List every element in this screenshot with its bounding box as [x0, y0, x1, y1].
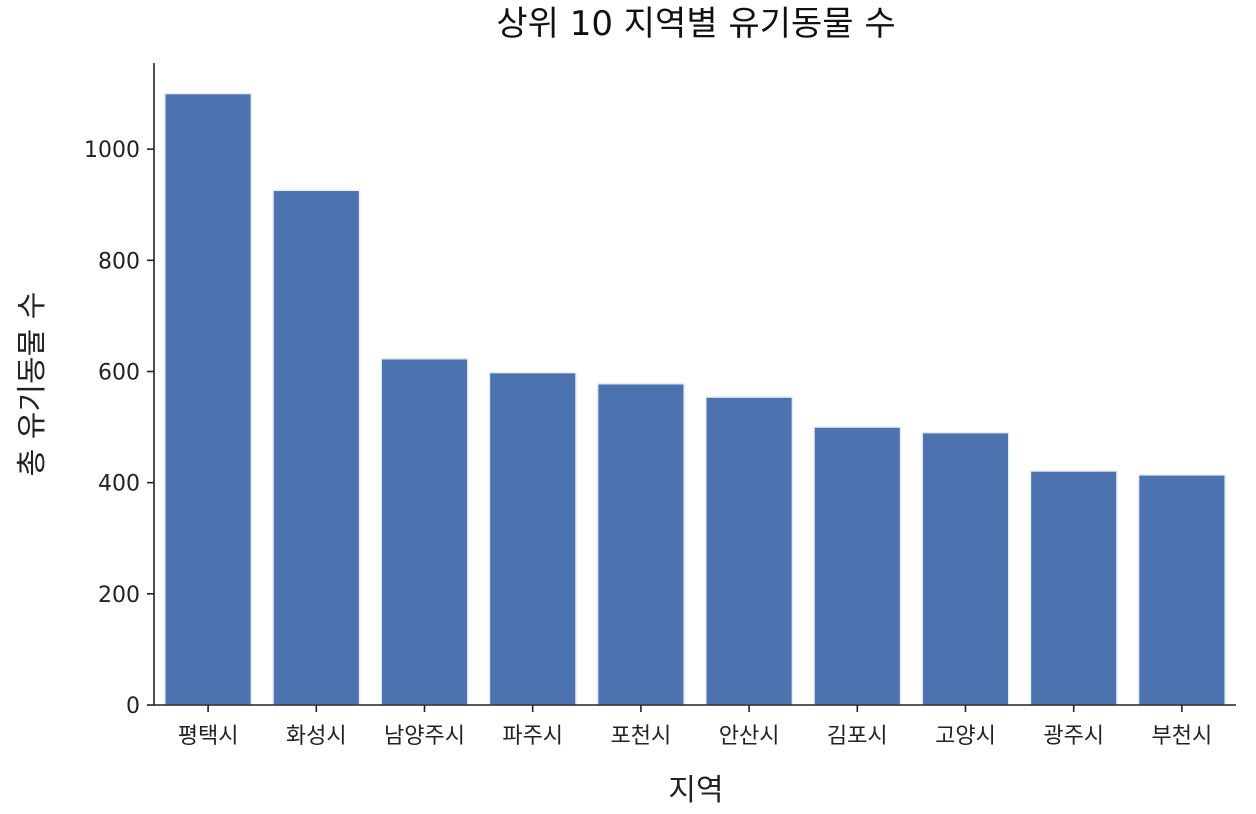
- x-tick-label: 부천시: [1152, 724, 1213, 749]
- bar-광주시: [1029, 470, 1118, 706]
- x-tick-label: 파주시: [502, 724, 563, 749]
- y-axis: 0 200 400 600 800 1000: [84, 63, 155, 719]
- y-tick-label: 0: [126, 694, 140, 719]
- bar-포천시: [596, 382, 685, 706]
- x-tick-label: 남양주시: [384, 724, 465, 749]
- y-tick-label: 400: [98, 472, 140, 497]
- bar-평택시: [164, 92, 253, 706]
- x-tick-label: 광주시: [1043, 724, 1104, 749]
- bar-파주시: [488, 371, 577, 706]
- x-tick-label: 포천시: [611, 724, 672, 749]
- bars-group: [164, 92, 1226, 706]
- bar-안산시: [705, 396, 794, 706]
- bar-고양시: [921, 431, 1010, 706]
- x-tick-label: 고양시: [935, 724, 996, 749]
- y-tick-label: 600: [98, 360, 140, 385]
- x-tick-label: 평택시: [178, 724, 239, 749]
- x-tick-label: 안산시: [719, 724, 780, 749]
- bar-화성시: [272, 189, 361, 706]
- x-tick-label: 화성시: [286, 724, 347, 749]
- bar-남양주시: [380, 357, 469, 706]
- x-tick-label: 김포시: [827, 724, 888, 749]
- bar-김포시: [813, 426, 902, 706]
- x-axis: 평택시 화성시 남양주시 파주시 포천시 안산시 김포시 고양시 광주시 부천시: [154, 704, 1236, 749]
- y-axis-label: 총 유기동물 수: [15, 292, 50, 477]
- x-axis-label: 지역: [668, 773, 723, 808]
- bar-부천시: [1137, 474, 1226, 706]
- chart-title: 상위 10 지역별 유기동물 수: [496, 4, 895, 44]
- y-tick-label: 800: [98, 249, 140, 274]
- y-tick-label: 1000: [84, 138, 140, 163]
- y-tick-label: 200: [98, 583, 140, 608]
